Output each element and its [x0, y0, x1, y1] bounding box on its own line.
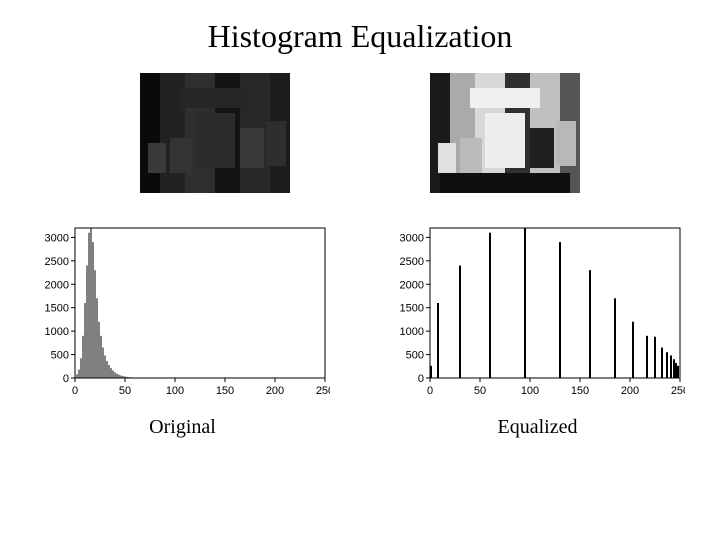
- svg-text:50: 50: [474, 385, 486, 397]
- svg-text:2000: 2000: [45, 279, 69, 291]
- images-row: [0, 73, 720, 193]
- svg-text:2500: 2500: [45, 256, 69, 268]
- svg-text:500: 500: [51, 350, 69, 362]
- original-chart-block: 050010001500200025003000050100150200250 …: [35, 223, 330, 439]
- svg-text:250: 250: [316, 385, 330, 397]
- svg-text:100: 100: [166, 385, 184, 397]
- equalized-chart-block: 050010001500200025003000050100150200250 …: [390, 223, 685, 439]
- charts-row: 050010001500200025003000050100150200250 …: [0, 223, 720, 439]
- original-histogram: 0 500 1000 1500 2000 2500 3000 0 50 100 150 200 250: [35, 223, 330, 398]
- svg-text:1500: 1500: [400, 303, 424, 315]
- svg-text:1000: 1000: [45, 326, 69, 338]
- svg-text:2500: 2500: [400, 256, 424, 268]
- svg-text:100: 100: [521, 385, 539, 397]
- svg-text:500: 500: [406, 350, 424, 362]
- svg-text:0: 0: [72, 385, 78, 397]
- svg-text:250: 250: [671, 385, 685, 397]
- svg-text:0: 0: [427, 385, 433, 397]
- svg-text:150: 150: [571, 385, 589, 397]
- svg-text:200: 200: [266, 385, 284, 397]
- svg-text:2000: 2000: [400, 279, 424, 291]
- svg-text:3000: 3000: [400, 232, 424, 244]
- equalized-caption: Equalized: [498, 416, 578, 439]
- svg-text:150: 150: [216, 385, 234, 397]
- page-title: Histogram Equalization: [0, 0, 720, 55]
- equalized-image: [430, 73, 580, 193]
- svg-text:3000: 3000: [45, 232, 69, 244]
- original-image: [140, 73, 290, 193]
- svg-text:200: 200: [621, 385, 639, 397]
- svg-text:1500: 1500: [45, 303, 69, 315]
- equalized-histogram: 0 500 1000 1500 2000 2500 3000 0 50 100 150 200 250: [390, 223, 685, 398]
- svg-text:0: 0: [63, 373, 69, 385]
- svg-text:0: 0: [418, 373, 424, 385]
- svg-text:50: 50: [119, 385, 131, 397]
- original-caption: Original: [149, 416, 216, 439]
- svg-text:1000: 1000: [400, 326, 424, 338]
